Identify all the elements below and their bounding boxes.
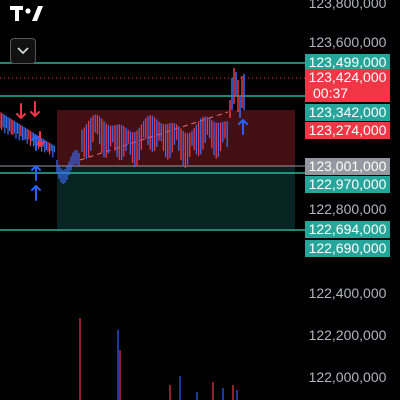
volume-bars [79, 318, 238, 400]
chevron-down-icon [17, 47, 29, 55]
up-arrow-icon [31, 165, 41, 181]
price-label-level[interactable]: 122,694,000 [305, 221, 390, 238]
price-label-entry[interactable]: 123,001,000 [305, 158, 390, 175]
price-label-current[interactable]: 123,424,000 [305, 69, 390, 86]
profit-zone [57, 167, 295, 229]
axis-tick: 122,200,000 [308, 327, 387, 343]
up-arrow-icon [31, 135, 41, 151]
up-arrow-icon [238, 119, 248, 135]
axis-tick: 122,000,000 [308, 369, 387, 385]
price-label-level[interactable]: 122,690,000 [305, 240, 390, 257]
collapse-button[interactable] [10, 38, 36, 64]
bar-countdown: 00:37 [305, 85, 390, 102]
price-label-level[interactable]: 123,342,000 [305, 104, 390, 121]
price-label-take-profit[interactable]: 123,499,000 [305, 54, 390, 71]
axis-tick: 122,400,000 [308, 285, 387, 301]
candles [0, 68, 245, 184]
up-arrow-icon [31, 185, 41, 201]
down-arrow-icon [30, 101, 40, 117]
axis-tick: 123,800,000 [308, 0, 387, 11]
signal-arrows [16, 101, 248, 201]
axis-tick: 122,800,000 [308, 201, 387, 217]
down-arrow-icon [16, 103, 26, 119]
price-label-stop[interactable]: 123,274,000 [305, 122, 390, 139]
price-label-level[interactable]: 122,970,000 [305, 176, 390, 193]
tradingview-logo[interactable] [10, 4, 44, 22]
axis-tick: 123,600,000 [308, 34, 387, 50]
